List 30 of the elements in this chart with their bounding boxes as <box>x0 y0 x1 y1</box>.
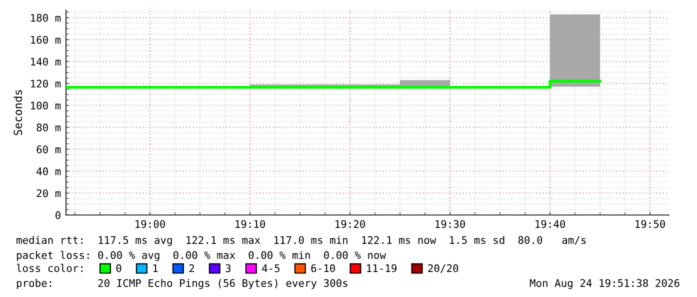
x-tick-label: 19:50 <box>636 220 665 228</box>
legend-label: 3 <box>226 264 231 272</box>
legend-label: 1 <box>153 264 158 272</box>
y-tick-label: 20 m <box>36 189 61 198</box>
y-tick-label: 0 <box>56 211 60 220</box>
legend-label: 20/20 <box>428 264 458 273</box>
legend-label: 0 <box>116 264 122 272</box>
legend-label: 2 <box>189 264 194 272</box>
y-axis-title: Seconds <box>13 90 22 136</box>
y-tick-label: 120 m <box>31 80 61 88</box>
legend-label: 6-10 <box>311 264 335 272</box>
x-tick-label: 19:20 <box>336 220 365 228</box>
legend-label: 11-19 <box>367 264 397 272</box>
text: probe: 20 ICMP Echo Pings (56 Bytes) every 300s <box>16 278 348 290</box>
text: median rtt: 117.5 ms avg 122.1 ms max 117.0 ms min 122.1 ms now 1.5 ms sd 80.0 am/s <box>16 236 586 246</box>
y-tick-label: 140 m <box>31 58 61 66</box>
x-tick-label: 19:10 <box>236 220 266 228</box>
y-tick-label: 60 m <box>36 145 61 154</box>
x-tick-label: 19:30 <box>436 220 466 228</box>
text: Mon Aug 24 19:51:38 2026 <box>530 279 680 290</box>
x-tick-label: 19:00 <box>136 220 166 228</box>
x-tick-label: 19:40 <box>536 220 566 228</box>
y-tick-label: 180 m <box>31 14 61 22</box>
y-tick-label: 80 m <box>36 124 61 132</box>
y-tick-label: 40 m <box>36 167 61 176</box>
text: packet loss: 0.00 % avg 0.00 % max 0.00 % min 0.00 % now <box>16 250 386 262</box>
y-tick-label: 160 m <box>31 36 61 44</box>
y-tick-label: 100 m <box>31 102 61 110</box>
legend-title: loss color: <box>16 264 82 272</box>
legend-label: 4-5 <box>262 264 280 272</box>
